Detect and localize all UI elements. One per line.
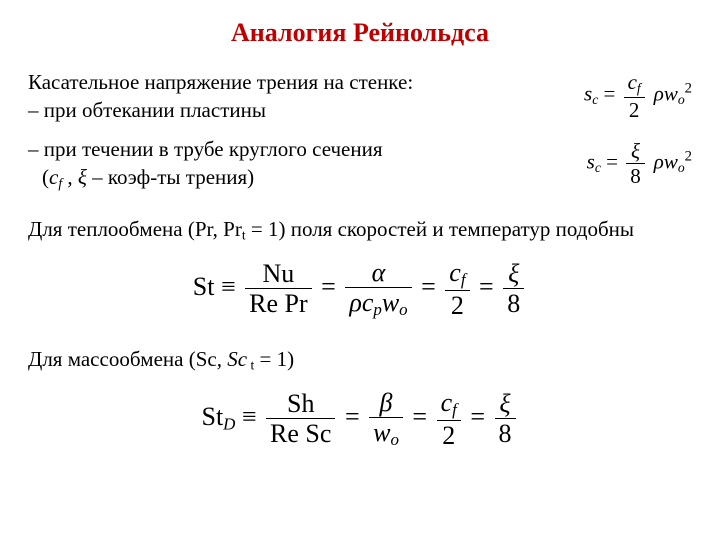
mass-mid2: = 1) (254, 347, 294, 371)
eq-std-eq1: = (338, 402, 366, 431)
eq-std-f4n: ξ (495, 390, 516, 419)
eq-std-Stsub: D (223, 414, 235, 433)
eq-pipe-w: w (664, 150, 678, 174)
coeffs-line: (cf , ξ – коэф-ты трения) (28, 165, 254, 189)
eq-st-f2c: c (362, 288, 374, 317)
mass-line: Для массообмена (Sc, Sc t = 1) (28, 345, 692, 375)
eq-std-f2wsub: o (390, 430, 398, 449)
eq-st-f2: αρcpwo (342, 259, 414, 319)
eq-std: StD ≡ ShRe Sc = βwo = cf 2 = ξ8 (28, 389, 692, 449)
eq-std-f1: ShRe Sc (263, 390, 338, 448)
heat-mid1: , Pr (213, 217, 242, 241)
row-pipe: – при течении в трубе круглого сечения (… (28, 135, 692, 193)
eq-pipe-s: s (587, 150, 595, 174)
eq-st-equiv: ≡ (214, 272, 242, 301)
eq-st-f4n: ξ (503, 260, 524, 289)
eq-std-eq2: = (406, 402, 434, 431)
eq-plate: sc = cf2ρwo2 (564, 71, 692, 121)
eq-plate-eq: = (598, 82, 620, 106)
row-plate: Касательное напряжение трения на стенке:… (28, 68, 692, 125)
pipe-line: – при течении в трубе круглого сечения (28, 137, 383, 161)
heat-mid2: = 1) поля скоростей и температур подобны (246, 217, 634, 241)
heat-line: Для теплообмена (Pr, Prt = 1) поля скоро… (28, 215, 692, 245)
eq-plate-wsub: o (678, 93, 685, 108)
eq-std-eq3: = (464, 402, 492, 431)
eq-std-f1n: Sh (266, 390, 335, 419)
eq-std-f3: cf 2 (434, 389, 464, 449)
eq-pipe-exp: 2 (685, 149, 692, 165)
eq-plate-w: w (664, 82, 678, 106)
coeffs-cf: c (49, 165, 58, 189)
eq-std-St: St (201, 402, 223, 431)
eq-st-f2w: w (382, 288, 399, 317)
eq-pipe-eq: = (601, 150, 623, 174)
heat-pre: Для теплообмена (Pr (28, 217, 213, 241)
shear-intro: Касательное напряжение трения на стенке: (28, 70, 413, 94)
eq-st-f3: cf 2 (442, 259, 472, 319)
eq-std-f3c: c (441, 388, 453, 417)
eq-plate-rho: ρ (654, 82, 664, 106)
eq-pipe-den: 8 (626, 164, 645, 187)
eq-st-f3d: 2 (445, 291, 469, 319)
eq-st-f2rho: ρ (349, 288, 361, 317)
eq-st-f4: ξ8 (500, 260, 527, 318)
eq-st-f3csub: f (461, 270, 466, 289)
eq-std-f1d: Re Sc (266, 419, 335, 447)
eq-std-f2w: w (373, 418, 390, 447)
eq-st-f4d: 8 (503, 289, 524, 317)
coeffs-mid: , (62, 165, 78, 189)
eq-std-f2n: β (369, 389, 403, 418)
eq-st-eq1: = (315, 272, 343, 301)
eq-st-f1d: Re Pr (245, 289, 312, 317)
coeffs-xi: ξ (78, 165, 87, 189)
eq-pipe-wsub: o (678, 160, 685, 175)
plate-line: – при обтекании пластины (28, 98, 266, 122)
eq-plate-s: s (584, 82, 592, 106)
text-plate: Касательное напряжение трения на стенке:… (28, 68, 564, 125)
eq-pipe-frac: ξ8 (623, 140, 648, 187)
eq-std-f4: ξ8 (492, 390, 519, 448)
coeffs-tail: – коэф-ты трения) (87, 165, 254, 189)
eq-pipe-rho: ρ (654, 150, 664, 174)
eq-st-f2csub: p (373, 300, 381, 319)
eq-plate-den: 2 (624, 98, 645, 121)
eq-plate-frac: cf 2 (621, 71, 648, 121)
eq-st-f1n: Nu (245, 260, 312, 289)
slide-title: Аналогия Рейнольдса (28, 18, 692, 48)
eq-st-eq2: = (415, 272, 443, 301)
eq-st-f2wsub: o (399, 300, 407, 319)
text-pipe: – при течении в трубе круглого сечения (… (28, 135, 567, 193)
eq-pipe-num: ξ (626, 140, 645, 164)
eq-std-f4d: 8 (495, 419, 516, 447)
eq-std-f3d: 2 (437, 421, 461, 449)
eq-plate-cf-sub: f (637, 81, 641, 96)
eq-st-f2n: α (345, 259, 411, 288)
eq-std-f2: βwo (366, 389, 406, 449)
mass-mid1: , Sc (217, 347, 247, 371)
eq-st: St ≡ NuRe Pr = αρcpwo = cf2 = ξ8 (28, 259, 692, 319)
eq-plate-exp: 2 (685, 81, 692, 97)
body: Касательное напряжение трения на стенке:… (28, 68, 692, 449)
coeffs-open: ( (42, 165, 49, 189)
mass-pre: Для массообмена (Sc (28, 347, 217, 371)
eq-std-f3csub: f (452, 400, 457, 419)
eq-st-eq3: = (473, 272, 501, 301)
eq-st-f3c: c (449, 258, 461, 287)
eq-st-f1: NuRe Pr (242, 260, 315, 318)
eq-plate-cf: c (628, 70, 637, 94)
eq-pipe: sc = ξ8ρwo2 (567, 140, 692, 187)
eq-st-St: St (193, 272, 215, 301)
eq-std-equiv: ≡ (235, 402, 263, 431)
